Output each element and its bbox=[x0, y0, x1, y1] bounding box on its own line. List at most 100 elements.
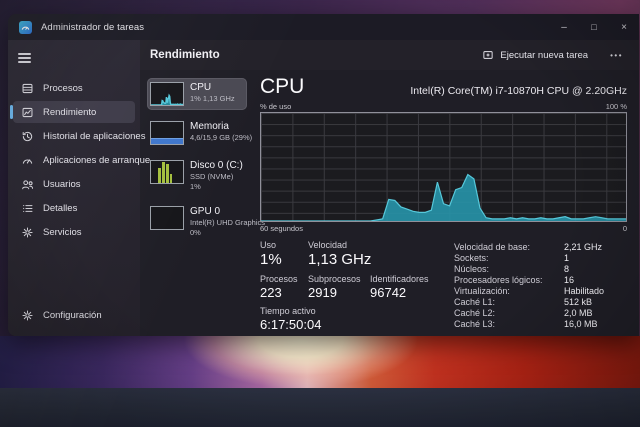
task-manager-window: Administrador de tareas – □ × Procesos R… bbox=[8, 14, 639, 336]
graph-xright-label: 0 bbox=[622, 224, 627, 233]
sidebar-item-detalles[interactable]: Detalles bbox=[13, 197, 135, 219]
stat-label-tiempo-activo: Tiempo activo bbox=[260, 306, 316, 316]
perf-item-detail: 1% 1,13 GHz bbox=[190, 94, 235, 103]
stat-value-subprocesos: 2919 bbox=[308, 285, 337, 300]
gpu-mini-graph bbox=[150, 206, 184, 230]
performance-metric-list: CPU 1% 1,13 GHz Memoria 4,6/15,9 GB (29%… bbox=[140, 70, 266, 336]
run-new-task-label: Ejecutar nueva tarea bbox=[500, 49, 589, 61]
stat-value-tiempo-activo: 6:17:50:04 bbox=[260, 317, 322, 332]
cpu-stats-right: Velocidad de base: 2,21 GHz Sockets: 1 Núc… bbox=[454, 240, 627, 333]
perf-item-detail: SSD (NVMe) bbox=[190, 172, 234, 181]
laptop-bezel bbox=[0, 388, 640, 427]
memory-thumb-fill bbox=[151, 137, 183, 144]
stat-value: 2,0 MB bbox=[564, 308, 593, 318]
sidebar-item-label: Aplicaciones de arranque bbox=[43, 154, 151, 166]
cpu-usage-graph bbox=[260, 112, 627, 222]
stat-label: Sockets: bbox=[454, 253, 489, 263]
stat-value-velocidad: 1,13 GHz bbox=[308, 251, 372, 268]
more-options-icon[interactable]: ••• bbox=[610, 50, 623, 60]
stat-label-identificadores: Identificadores bbox=[370, 274, 429, 284]
disk-mini-graph bbox=[150, 160, 184, 184]
perf-item-name: Memoria bbox=[190, 121, 229, 132]
perf-item-detail: 4,6/15,9 GB (29%) bbox=[190, 133, 253, 142]
stat-label: Velocidad de base: bbox=[454, 242, 531, 252]
memory-mini-graph bbox=[150, 121, 184, 145]
title-bar: Administrador de tareas – □ × bbox=[8, 14, 639, 40]
perf-item-gpu[interactable]: GPU 0 Intel(R) UHD Graphics 0% bbox=[147, 202, 266, 241]
sidebar-item-label: Procesos bbox=[43, 82, 83, 94]
graph-ylabel: % de uso bbox=[260, 102, 292, 111]
cpu-stats-left: Uso 1% Velocidad 1,13 GHz bbox=[260, 240, 446, 333]
stat-value: 2,21 GHz bbox=[564, 242, 603, 252]
processes-icon bbox=[21, 82, 34, 95]
graph-ymax-label: 100 % bbox=[605, 102, 627, 111]
window-controls: – □ × bbox=[549, 14, 639, 40]
services-gear-icon bbox=[21, 226, 34, 239]
performance-icon bbox=[21, 106, 34, 119]
sidebar-item-label: Historial de aplicaciones bbox=[43, 130, 146, 142]
stat-value: 16,0 MB bbox=[564, 319, 598, 329]
stat-label: Procesadores lógicos: bbox=[454, 275, 543, 285]
stat-value: 512 kB bbox=[564, 297, 593, 307]
cpu-panel-title: CPU bbox=[260, 75, 305, 98]
stat-label: Caché L3: bbox=[454, 319, 496, 329]
stat-label-uso: Uso bbox=[260, 240, 277, 250]
sidebar-item-label: Rendimiento bbox=[43, 106, 97, 118]
nav-sidebar: Procesos Rendimiento Historial de aplica… bbox=[8, 40, 150, 336]
sidebar-item-arranque[interactable]: Aplicaciones de arranque bbox=[13, 149, 150, 171]
perf-item-name: GPU 0 bbox=[190, 206, 221, 217]
main-pane: Rendimiento Ejecutar nueva tarea ••• bbox=[140, 40, 639, 336]
stat-label: Virtualización: bbox=[454, 286, 510, 296]
sidebar-item-servicios[interactable]: Servicios bbox=[13, 221, 135, 243]
users-icon bbox=[21, 178, 34, 191]
cpu-detail-panel: CPU Intel(R) Core(TM) i7-10870H CPU @ 2.… bbox=[252, 70, 639, 336]
graph-xleft-label: 60 segundos bbox=[260, 224, 303, 233]
perf-item-cpu[interactable]: CPU 1% 1,13 GHz bbox=[147, 78, 247, 110]
hamburger-menu-icon[interactable] bbox=[18, 48, 44, 68]
stat-value-uso: 1% bbox=[260, 251, 282, 268]
sidebar-item-configuracion[interactable]: Configuración bbox=[13, 304, 135, 326]
stat-value: Habilitado bbox=[564, 286, 605, 296]
page-title: Rendimiento bbox=[150, 49, 220, 61]
stat-label-subprocesos: Subprocesos bbox=[308, 274, 361, 284]
cpu-mini-graph bbox=[150, 82, 184, 106]
sidebar-item-label: Usuarios bbox=[43, 178, 81, 190]
stat-value: 8 bbox=[564, 264, 570, 274]
stat-label: Caché L1: bbox=[454, 297, 496, 307]
sidebar-item-historial[interactable]: Historial de aplicaciones bbox=[13, 125, 145, 147]
stat-value: 16 bbox=[564, 275, 575, 285]
details-icon bbox=[21, 202, 34, 215]
perf-item-name: CPU bbox=[190, 82, 212, 93]
new-task-icon bbox=[483, 51, 494, 59]
perf-item-name: Disco 0 (C:) bbox=[190, 160, 243, 171]
task-manager-app-icon bbox=[19, 20, 32, 34]
sidebar-item-label: Configuración bbox=[43, 309, 102, 321]
close-button[interactable]: × bbox=[621, 21, 627, 33]
stat-value-procesos: 223 bbox=[260, 285, 282, 300]
stat-label: Núcleos: bbox=[454, 264, 490, 274]
stat-label-velocidad: Velocidad bbox=[308, 240, 348, 250]
startup-apps-icon bbox=[21, 154, 34, 167]
sidebar-item-label: Detalles bbox=[43, 202, 78, 214]
stat-value: 1 bbox=[564, 253, 570, 263]
perf-item-detail2: 1% bbox=[190, 181, 201, 191]
sidebar-item-procesos[interactable]: Procesos bbox=[13, 77, 135, 99]
perf-item-memoria[interactable]: Memoria 4,6/15,9 GB (29%) bbox=[147, 117, 253, 149]
disk-thumb-bars bbox=[158, 161, 173, 183]
perf-item-disco[interactable]: Disco 0 (C:) SSD (NVMe) 1% bbox=[147, 156, 247, 195]
sidebar-item-usuarios[interactable]: Usuarios bbox=[13, 173, 135, 195]
perf-item-detail: Intel(R) UHD Graphics bbox=[190, 218, 266, 227]
app-history-icon bbox=[21, 130, 34, 143]
run-new-task-button[interactable]: Ejecutar nueva tarea bbox=[474, 46, 596, 64]
sidebar-item-rendimiento[interactable]: Rendimiento bbox=[10, 101, 135, 123]
desktop-wallpaper-sun-glow bbox=[0, 336, 640, 388]
minimize-button[interactable]: – bbox=[561, 21, 567, 33]
stat-value-identificadores: 96742 bbox=[370, 285, 407, 300]
cpu-device-name: Intel(R) Core(TM) i7-10870H CPU @ 2.20GH… bbox=[410, 85, 627, 97]
maximize-button[interactable]: □ bbox=[591, 22, 597, 32]
perf-item-detail2: 0% bbox=[190, 227, 201, 237]
settings-gear-icon bbox=[21, 309, 34, 322]
stat-label-procesos: Procesos bbox=[260, 274, 298, 284]
stat-label: Caché L2: bbox=[454, 308, 496, 318]
